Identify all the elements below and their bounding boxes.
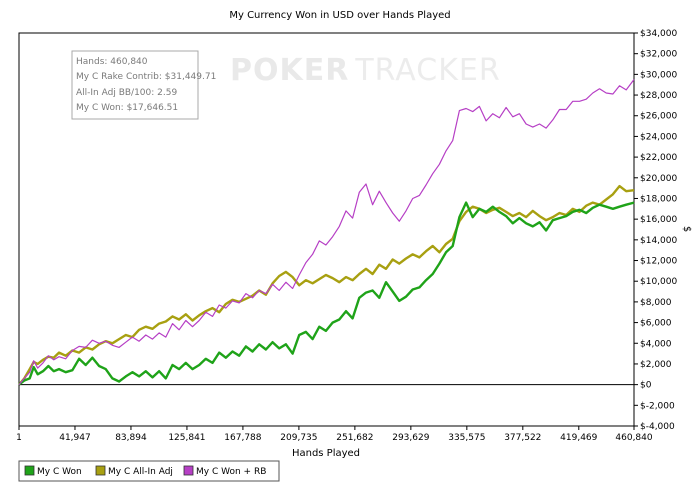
series-line-allin-adj: [18, 184, 635, 386]
y-tick-label: $10,000: [640, 277, 677, 287]
x-tick-label: 41,947: [59, 433, 91, 443]
watermark-tracker: TRACKER: [354, 53, 500, 88]
y-tick-label: $26,000: [640, 112, 677, 122]
x-tick-label: 1: [16, 433, 22, 443]
x-tick-label: 460,840: [615, 433, 652, 443]
watermark: POKER TRACKER: [230, 53, 501, 88]
y-tick-label: $6,000: [640, 319, 672, 329]
legend-swatch-won-rb: [183, 465, 194, 476]
y-tick-label: $30,000: [640, 70, 677, 80]
y-tick-label: $0: [640, 381, 652, 391]
legend-label-allin-adj: My C All-In Adj: [108, 467, 173, 477]
x-tick-label: 167,788: [224, 433, 261, 443]
x-axis: 1 41,947 83,894 125,841 167,788 209,735 251,68…: [16, 426, 653, 443]
info-won: My C Won: $17,646.51: [76, 103, 178, 113]
legend-swatch-allin-adj: [95, 465, 106, 476]
y-axis-title: $: [681, 226, 692, 232]
y-tick-label: $8,000: [640, 298, 672, 308]
info-box: Hands: 460,840 My C Rake Contrib: $31,44…: [71, 50, 216, 120]
y-tick-label: $32,000: [640, 50, 677, 60]
y-tick-label: $34,000: [640, 29, 677, 39]
chart-title: My Currency Won in USD over Hands Played: [229, 10, 450, 21]
info-box-frame: [71, 50, 199, 120]
legend-item-allin-adj[interactable]: My C All-In Adj: [95, 465, 173, 477]
legend-label-won-rb: My C Won + RB: [196, 467, 266, 477]
y-tick-label: $18,000: [640, 194, 677, 204]
watermark-poker: POKER: [230, 53, 349, 88]
y-axis: $-4,000 $-2,000 $0 $2,000 $4,000 $6,000 $8,000…: [634, 29, 677, 432]
y-tick-label: $12,000: [640, 257, 677, 267]
y-tick-label: $16,000: [640, 215, 677, 225]
series-line-won-rb: [18, 79, 635, 385]
x-tick-label: 209,735: [280, 433, 317, 443]
legend-frame: [18, 460, 280, 482]
x-tick-label: 377,522: [504, 433, 541, 443]
y-tick-label: $-4,000: [640, 422, 675, 432]
x-tick-label: 83,894: [115, 433, 147, 443]
y-tick-label: $28,000: [640, 91, 677, 101]
info-rake-contrib: My C Rake Contrib: $31,449.71: [76, 72, 216, 82]
y-tick-label: $22,000: [640, 153, 677, 163]
x-axis-title: Hands Played: [292, 448, 360, 459]
legend-item-won-rb[interactable]: My C Won + RB: [183, 465, 266, 477]
x-tick-label: 125,841: [168, 433, 205, 443]
x-tick-label: 251,682: [336, 433, 373, 443]
y-tick-label: $20,000: [640, 174, 677, 184]
info-hands: Hands: 460,840: [76, 57, 148, 67]
y-tick-label: $2,000: [640, 360, 672, 370]
y-tick-label: $4,000: [640, 339, 672, 349]
legend-swatch-won: [24, 465, 35, 476]
info-allin-bb100: All-In Adj BB/100: 2.59: [76, 88, 177, 98]
legend-label-won: My C Won: [37, 467, 82, 477]
x-tick-label: 419,469: [560, 433, 597, 443]
y-tick-label: $-2,000: [640, 401, 675, 411]
y-tick-label: $24,000: [640, 132, 677, 142]
legend: My C Won My C All-In Adj My C Won + RB: [18, 460, 280, 482]
series-line-won: [18, 201, 635, 386]
x-tick-label: 335,575: [448, 433, 485, 443]
legend-item-won[interactable]: My C Won: [24, 465, 82, 477]
y-tick-label: $14,000: [640, 236, 677, 246]
series-group: [18, 79, 635, 386]
x-tick-label: 293,629: [392, 433, 429, 443]
